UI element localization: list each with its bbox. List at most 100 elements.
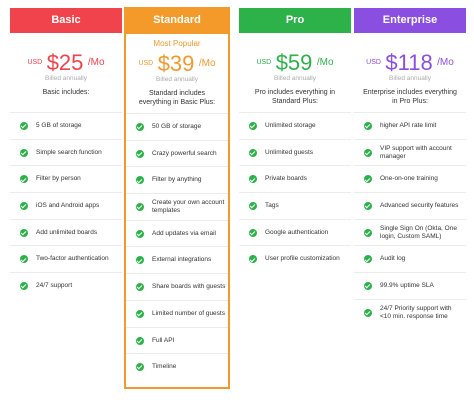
plan-standard: Standard Most Popular USD $39 /Mo Billed… [124, 7, 230, 389]
plan-includes: Basic includes: [42, 89, 90, 96]
check-icon [20, 148, 28, 157]
feature-item: 99.9% uptime SLA [354, 272, 466, 299]
price-currency: USD [138, 60, 154, 67]
feature-list: 5 GB of storage Simple search function Fil… [10, 112, 122, 299]
feature-label: Share boards with guests [152, 283, 226, 291]
feature-item: iOS and Android apps [10, 192, 122, 219]
price-currency: USD [366, 59, 381, 66]
feature-item: Unlimited storage [239, 112, 351, 139]
check-icon [364, 122, 372, 130]
plan-price: USD $118 /Mo [354, 48, 466, 78]
feature-item: Full API [126, 326, 228, 354]
feature-label: External integrations [152, 256, 212, 264]
plan-header: Enterprise [354, 8, 466, 33]
feature-item: Private boards [239, 165, 351, 192]
feature-label: Unlimited guests [265, 148, 314, 156]
check-icon [249, 202, 257, 211]
check-icon [364, 255, 372, 264]
feature-label: Simple search function [36, 148, 102, 156]
check-icon [249, 122, 257, 130]
feature-item: External integrations [126, 246, 228, 273]
check-icon [20, 122, 28, 130]
check-icon [20, 282, 28, 291]
feature-item: 5 GB of storage [10, 112, 122, 139]
feature-item: Advanced security features [354, 192, 466, 219]
popular-spacer [239, 33, 351, 48]
feature-list: higher API rate limit VIP support with ac… [354, 112, 466, 326]
feature-item: Add updates via email [126, 219, 228, 247]
price-amount: $39 [157, 51, 195, 76]
check-icon [364, 148, 372, 157]
feature-item: Single Sign On (Okta, One login, Custom … [354, 218, 466, 246]
price-period: /Mo [316, 57, 334, 68]
feature-label: 5 GB of storage [36, 122, 82, 129]
check-icon [136, 336, 144, 345]
feature-item: Audit log [354, 245, 466, 272]
plan-includes: Standard includes everything in Basic Pl… [138, 90, 216, 106]
feature-label: Timeline [152, 363, 177, 371]
price-amount: $118 [385, 50, 433, 75]
plan-basic: Basic USD $25 /Mo Billed annually Basic … [10, 8, 122, 299]
check-icon [364, 228, 372, 237]
check-icon [20, 255, 28, 264]
price-period: /Mo [198, 58, 216, 69]
feature-item: Two-factor authentication [10, 245, 122, 272]
popular-spacer [10, 33, 122, 48]
billing-note: Billed annually [45, 75, 87, 82]
check-icon [249, 255, 257, 264]
feature-label: Google authentication [265, 228, 329, 236]
plan-enterprise: Enterprise USD $118 /Mo Billed annually … [354, 8, 466, 326]
feature-list: 50 GB of storage Crazy powerful search Fil… [126, 113, 228, 380]
feature-label: Full API [152, 336, 175, 344]
check-icon [364, 282, 372, 291]
feature-item: Google authentication [239, 218, 351, 246]
check-icon [20, 228, 28, 237]
feature-item: VIP support with account manager [354, 138, 466, 166]
feature-label: Private boards [265, 175, 307, 183]
feature-item: Crazy powerful search [126, 139, 228, 167]
price-amount: $59 [275, 50, 313, 75]
billing-note: Billed annually [274, 75, 316, 82]
billing-note: Billed annually [156, 76, 198, 83]
price-currency: USD [27, 59, 43, 66]
check-icon [136, 283, 144, 292]
check-icon [249, 175, 257, 184]
plan-header: Standard [124, 7, 230, 34]
price-currency: USD [256, 59, 272, 66]
check-icon [136, 123, 144, 131]
feature-item: Create your own account templates [126, 193, 228, 220]
plan-includes: Pro includes everything in Standard Plus… [254, 89, 336, 105]
check-icon [136, 149, 144, 158]
price-amount: $25 [46, 50, 84, 75]
feature-label: Single Sign On (Okta, One login, Custom … [380, 224, 457, 240]
feature-item: 24/7 support [10, 272, 122, 299]
feature-item: 24/7 Priority support with <10 min. resp… [354, 298, 466, 326]
feature-label: Limited number of guests [152, 309, 225, 317]
plan-price: USD $59 /Mo [239, 48, 351, 78]
feature-item: Filter by person [10, 165, 122, 192]
feature-item: Share boards with guests [126, 273, 228, 300]
feature-label: Unlimited storage [265, 122, 316, 129]
feature-label: One-on-one training [380, 175, 438, 183]
check-icon [136, 309, 144, 318]
feature-item: Timeline [126, 353, 228, 380]
plan-price: USD $25 /Mo [10, 48, 122, 78]
feature-item: 50 GB of storage [126, 113, 228, 140]
check-icon [136, 256, 144, 265]
feature-label: Audit log [380, 255, 406, 263]
feature-item: Tags [239, 192, 351, 219]
feature-label: iOS and Android apps [36, 202, 100, 210]
feature-item: Unlimited guests [239, 138, 351, 166]
most-popular-label: Most Popular [153, 39, 201, 48]
feature-item: User profile customization [239, 245, 351, 272]
check-icon [364, 175, 372, 184]
plan-pro: Pro USD $59 /Mo Billed annually Pro incl… [239, 8, 351, 272]
feature-label: 24/7 support [36, 282, 73, 290]
feature-label: VIP support with account manager [380, 144, 452, 160]
feature-label: Create your own account templates [152, 199, 225, 215]
check-icon [364, 308, 372, 317]
plan-includes: Enterprise includes everything in Pro Pl… [363, 89, 457, 105]
feature-label: Filter by person [36, 175, 81, 183]
feature-label: Add updates via email [152, 229, 216, 237]
